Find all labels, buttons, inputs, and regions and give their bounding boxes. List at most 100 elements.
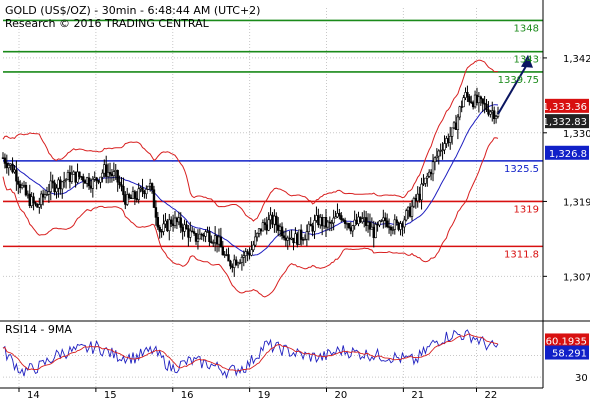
candle-body-61 bbox=[118, 181, 121, 186]
candle-body-56 bbox=[108, 172, 112, 175]
candle-body-67 bbox=[129, 197, 133, 199]
level-label-4: 1319 bbox=[514, 204, 539, 215]
candle-body-256 bbox=[491, 110, 494, 113]
candle-body-80 bbox=[154, 207, 158, 218]
candle-body-149 bbox=[286, 237, 289, 241]
candle-body-144 bbox=[277, 224, 280, 231]
candle-body-169 bbox=[324, 217, 328, 228]
candle-body-226 bbox=[433, 157, 437, 163]
candle-body-241 bbox=[462, 97, 465, 108]
candle-body-54 bbox=[105, 164, 108, 177]
candle-body-43 bbox=[83, 180, 87, 184]
candle-body-206 bbox=[395, 219, 398, 224]
candle-body-58 bbox=[112, 171, 116, 176]
candle-body-25 bbox=[49, 180, 52, 192]
candle-body-134 bbox=[257, 228, 261, 234]
candle-body-160 bbox=[307, 223, 310, 232]
candle-body-86 bbox=[166, 220, 169, 232]
candle-body-224 bbox=[429, 171, 433, 175]
candle-body-116 bbox=[223, 254, 226, 256]
candle-body-193 bbox=[370, 226, 374, 230]
candle-body-103 bbox=[198, 233, 202, 240]
candle-body-219 bbox=[420, 183, 423, 201]
candle-body-258 bbox=[494, 116, 498, 120]
candle-body-168 bbox=[322, 217, 326, 227]
candle-body-151 bbox=[290, 237, 293, 240]
candle-body-195 bbox=[374, 224, 377, 238]
rsi-tick-label-0: 30 bbox=[575, 373, 588, 384]
candle-body-191 bbox=[366, 221, 370, 226]
candle-body-236 bbox=[452, 122, 456, 129]
candle-body-147 bbox=[282, 235, 286, 239]
candle-body-123 bbox=[236, 262, 240, 266]
level-labels: 1348 1343 1339.75 1325.5 1319 1311.8 bbox=[498, 23, 539, 260]
candle-body-79 bbox=[152, 189, 156, 208]
candle-body-28 bbox=[55, 187, 58, 193]
candle-body-212 bbox=[406, 206, 410, 212]
candle-body-11 bbox=[22, 184, 26, 187]
candle-body-239 bbox=[458, 106, 461, 118]
candle-body-91 bbox=[175, 217, 179, 223]
candle-body-175 bbox=[336, 213, 339, 218]
candle-body-40 bbox=[78, 171, 81, 177]
candle-body-53 bbox=[103, 164, 106, 174]
time-tick-label-2: 16 bbox=[181, 390, 194, 400]
candle-body-242 bbox=[464, 92, 467, 98]
candle-body-192 bbox=[368, 221, 372, 230]
candle-body-159 bbox=[305, 231, 309, 240]
candle-body-8 bbox=[17, 180, 20, 185]
time-tick-label-4: 20 bbox=[335, 390, 348, 400]
candle-body-105 bbox=[202, 234, 205, 237]
candle-body-133 bbox=[255, 233, 259, 238]
candle-body-128 bbox=[246, 251, 249, 254]
candle-body-130 bbox=[250, 249, 253, 256]
price-tick-label-1: 1,319 bbox=[563, 197, 590, 208]
candle-body-49 bbox=[95, 177, 98, 181]
candle-body-238 bbox=[456, 116, 460, 130]
candle-body-29 bbox=[57, 179, 60, 189]
candle-body-39 bbox=[76, 171, 79, 183]
candle-body-137 bbox=[263, 222, 267, 226]
candle-body-69 bbox=[133, 191, 137, 199]
rsi-ma-line bbox=[2, 333, 499, 372]
candle-body-65 bbox=[126, 194, 129, 205]
candle-body-100 bbox=[192, 231, 196, 234]
candle-body-174 bbox=[334, 216, 337, 219]
candle-body-177 bbox=[340, 215, 343, 220]
candle-body-99 bbox=[191, 230, 194, 233]
candle-body-34 bbox=[66, 172, 70, 180]
rsi-title: RSI14 - 9MA bbox=[5, 323, 72, 336]
candle-body-114 bbox=[219, 236, 223, 248]
candle-body-125 bbox=[240, 257, 244, 263]
candle-body-131 bbox=[252, 244, 255, 251]
candle-body-70 bbox=[135, 198, 138, 200]
candle-body-200 bbox=[384, 217, 387, 222]
candle-body-197 bbox=[378, 220, 381, 226]
candle-body-257 bbox=[492, 110, 496, 120]
candle-body-6 bbox=[13, 169, 16, 173]
candle-body-75 bbox=[145, 189, 148, 195]
candle-body-154 bbox=[296, 233, 299, 245]
candle-body-97 bbox=[187, 228, 190, 238]
time-tick-label-1: 15 bbox=[104, 390, 117, 400]
candle-body-95 bbox=[183, 224, 186, 232]
candle-body-143 bbox=[275, 215, 278, 226]
candle-body-185 bbox=[355, 219, 358, 225]
candle-body-98 bbox=[189, 230, 192, 238]
candle-body-235 bbox=[450, 127, 454, 137]
candle-body-110 bbox=[212, 242, 215, 244]
candle-body-251 bbox=[481, 98, 484, 104]
level-lines bbox=[3, 19, 543, 248]
candle-body-189 bbox=[363, 217, 366, 219]
candle-body-52 bbox=[101, 172, 104, 178]
candle-body-85 bbox=[164, 220, 167, 225]
candle-body-210 bbox=[403, 219, 406, 228]
candle-body-194 bbox=[372, 226, 375, 238]
time-tick-label-3: 19 bbox=[258, 390, 271, 400]
candle-body-37 bbox=[72, 171, 75, 175]
candle-body-26 bbox=[51, 180, 54, 184]
candle-body-81 bbox=[156, 217, 160, 228]
